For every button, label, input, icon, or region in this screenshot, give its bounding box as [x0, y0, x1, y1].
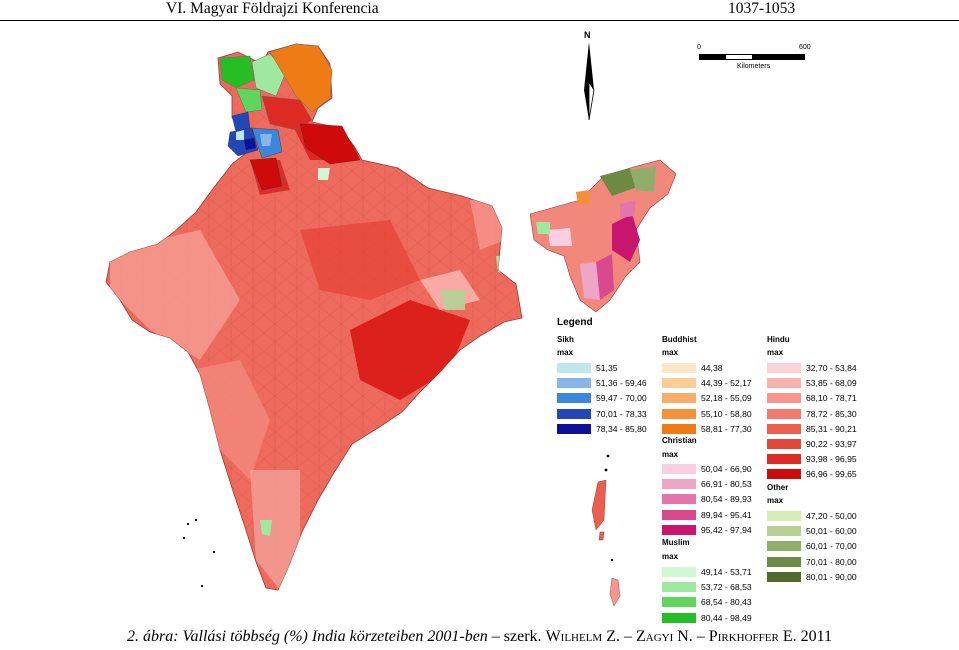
scale-unit-label: Kilometers — [737, 63, 771, 70]
mainland-districts — [105, 43, 523, 591]
page-header: VI. Magyar Földrajzi Konferencia 1037-10… — [0, 0, 959, 21]
north-label: N — [584, 30, 591, 40]
scale-end-label: 600 — [799, 44, 811, 51]
punjab-region — [227, 111, 283, 191]
caption-authors: Wilhelm Z. – Zagyi N. – Pirkhoffer E. 20… — [545, 628, 833, 645]
caption-separator: – szerk. — [487, 628, 546, 645]
northeast-region — [529, 159, 677, 313]
scale-bar-graphic — [699, 54, 805, 60]
north-arrow-icon — [584, 42, 595, 121]
caption-text: 2. ábra: Vallási többség (%) India körze… — [126, 628, 488, 645]
page-range: 1037-1053 — [728, 0, 796, 17]
uttarakhand-region — [299, 123, 361, 180]
figure-caption: 2. ábra: Vallási többség (%) India körze… — [0, 628, 959, 646]
islands — [182, 454, 621, 607]
scale-start-label: 0 — [697, 44, 701, 51]
conference-title: VI. Magyar Földrajzi Konferencia — [166, 0, 379, 17]
scale-bar: 0 600 Kilometers — [697, 44, 811, 74]
north-region — [219, 43, 333, 131]
north-arrow: N — [578, 30, 600, 121]
india-district-map — [105, 43, 677, 607]
